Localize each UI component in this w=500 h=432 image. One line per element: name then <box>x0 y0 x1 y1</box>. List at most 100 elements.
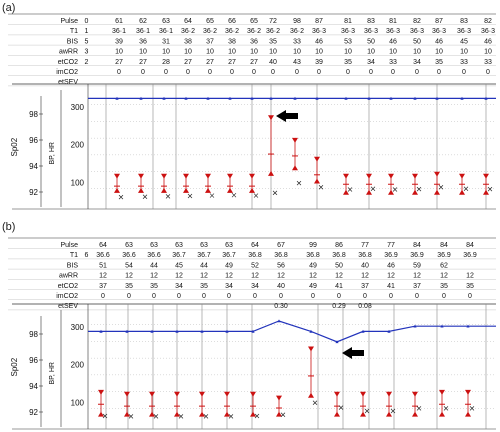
cell-value: 59 <box>413 262 421 269</box>
hr-marker <box>231 192 237 198</box>
spo2-point <box>413 324 417 328</box>
cell-value: 0 <box>295 69 299 76</box>
cell-value: 50 <box>335 262 343 269</box>
cell-value: 10 <box>250 49 258 56</box>
cell-value: 62 <box>139 18 147 25</box>
cell-value: 0 <box>152 293 156 300</box>
row-label-awrr: awRR <box>59 273 78 280</box>
bp-diastolic-marker <box>98 411 104 417</box>
cell-value: 12 <box>251 273 259 280</box>
cell-value: 34 <box>413 59 421 66</box>
cell-value: 36.9 <box>384 252 398 259</box>
bp-systolic-marker <box>412 173 418 179</box>
spo2-point <box>315 96 319 100</box>
cell-value: 0 <box>468 293 472 300</box>
cell-value: 41 <box>387 283 395 290</box>
hr-marker <box>187 193 193 199</box>
bp-tick-label: 200 <box>71 361 85 370</box>
cell-value: 0 <box>346 69 350 76</box>
cell-value: 36·2 <box>266 28 280 35</box>
cell-value: 0.29 <box>332 303 346 310</box>
bp-diastolic-marker <box>161 187 167 193</box>
bp-diastolic-marker <box>227 187 233 193</box>
panel-label-b: (b) <box>2 221 16 233</box>
cell-value: 36.7 <box>222 252 236 259</box>
cell-value: 0 <box>279 293 283 300</box>
cell-value: 35 <box>466 283 474 290</box>
row-edge-value: 2 <box>85 59 89 66</box>
cell-value: 0 <box>391 69 395 76</box>
cell-value: 10 <box>315 49 323 56</box>
cell-value: 65 <box>206 18 214 25</box>
cell-value: 39 <box>315 59 323 66</box>
cell-value: 45 <box>460 38 468 45</box>
spo2-point <box>115 96 119 100</box>
cell-value: 12 <box>309 273 317 280</box>
cell-value: 53 <box>344 38 352 45</box>
hr-marker <box>469 406 475 411</box>
bp-systolic-marker <box>334 391 340 397</box>
hr-marker <box>118 194 124 200</box>
panel-b: Pulse 64 63 63 63 63 63 64 67 99 86 77 77 84 84 84 T1 6 36… <box>8 237 496 430</box>
cell-value: 36·2 <box>203 28 217 35</box>
spo2-tick-label: 98 <box>29 330 38 339</box>
cell-value: 0 <box>101 293 105 300</box>
cell-value: 36·1 <box>136 28 150 35</box>
cell-value: 35 <box>150 283 158 290</box>
bp-diastolic-marker <box>138 187 144 193</box>
bp-systolic-marker <box>205 173 211 179</box>
cell-value: 35 <box>125 283 133 290</box>
bp-diastolic-marker <box>334 411 340 417</box>
cell-value: 38 <box>228 38 236 45</box>
cell-value: 12 <box>175 273 183 280</box>
spo2-point <box>99 329 103 333</box>
row-label-bis: BIS <box>67 262 79 269</box>
bp-diastolic-marker <box>459 189 465 195</box>
cell-value: 87 <box>315 18 323 25</box>
arrow-icon <box>276 110 298 122</box>
cell-value: 35 <box>269 38 277 45</box>
cell-value: 33 <box>293 38 301 45</box>
cell-value: 81 <box>344 18 352 25</box>
bp-diastolic-marker <box>314 178 320 184</box>
cell-value: 61 <box>115 18 123 25</box>
cell-value: 98 <box>293 18 301 25</box>
cell-value: 83 <box>367 18 375 25</box>
cell-value: 0 <box>127 293 131 300</box>
cell-value: 35 <box>440 283 448 290</box>
row-label-etsev: etSEV <box>58 79 78 86</box>
cell-value: 43 <box>293 59 301 66</box>
cell-value: 12 <box>440 273 448 280</box>
cell-value: 34 <box>225 283 233 290</box>
bp-diastolic-marker <box>149 411 155 417</box>
spo2-tick-label: 98 <box>29 110 38 119</box>
bp-tick-label: 100 <box>71 398 85 407</box>
panel-a: Pulse 0 61 62 63 64 65 66 65 72 98 87 81 83 81 82 87 83 82… <box>8 13 496 210</box>
cell-value: 27 <box>184 59 192 66</box>
cell-value: 63 <box>150 242 158 249</box>
hr-marker <box>153 414 159 419</box>
cell-value: 0 <box>186 69 190 76</box>
cell-value: 36·2 <box>290 28 304 35</box>
cell-value: 46 <box>389 38 397 45</box>
row-edge-value: 5 <box>85 38 89 45</box>
cell-value: 64 <box>184 18 192 25</box>
cell-value: 0 <box>227 293 231 300</box>
cell-value: 34 <box>251 283 259 290</box>
cell-value: 27 <box>139 59 147 66</box>
spo2-tick-label: 92 <box>29 188 38 197</box>
spo2-tick-label: 96 <box>29 136 38 145</box>
cell-value: 34 <box>175 283 183 290</box>
cell-value: 12 <box>277 273 285 280</box>
hr-marker <box>416 186 422 192</box>
spo2-point <box>309 329 313 333</box>
cell-value: 10 <box>435 49 443 56</box>
cell-value: 10 <box>344 49 352 56</box>
spo2-point <box>413 96 417 100</box>
hr-marker <box>209 193 215 198</box>
spo2-point <box>361 329 365 333</box>
cell-value: 56 <box>277 262 285 269</box>
cell-value: 0 <box>337 293 341 300</box>
hr-marker <box>102 413 108 419</box>
row-label-t1: T1 <box>70 28 78 35</box>
